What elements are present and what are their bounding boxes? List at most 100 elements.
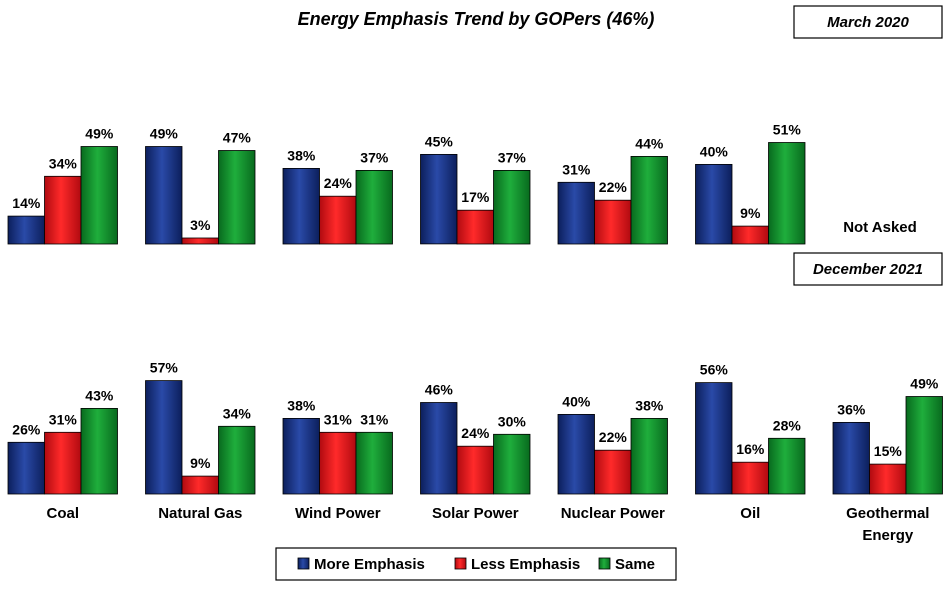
bar-nuclear-power-less-emphasis — [594, 449, 632, 495]
value-label-solar-power-more-emphasis: 45% — [425, 133, 454, 149]
panel-label-text: December 2021 — [813, 261, 923, 278]
category-label-line: Natural Gas — [158, 505, 242, 522]
bar-natural-gas-same — [218, 150, 256, 245]
bar-solar-power-same — [493, 433, 531, 495]
bar-natural-gas-less-emphasis — [181, 237, 219, 245]
value-label-coal-less-emphasis: 31% — [49, 411, 78, 427]
chart-title: Energy Emphasis Trend by GOPers (46%) — [298, 9, 655, 29]
bar-coal-same — [80, 146, 118, 245]
bar-coal-more-emphasis — [7, 215, 45, 245]
value-label-nuclear-power-same: 44% — [635, 135, 664, 151]
bar-wind-power-more-emphasis — [282, 167, 320, 245]
value-label-natural-gas-same: 34% — [223, 405, 252, 421]
bar-nuclear-power-same — [630, 417, 668, 495]
value-label-oil-less-emphasis: 9% — [740, 205, 761, 221]
bar-oil-more-emphasis — [695, 163, 733, 245]
legend-label-less-emphasis: Less Emphasis — [471, 556, 580, 573]
value-label-wind-power-more-emphasis: 38% — [287, 397, 316, 413]
bar-geothermal-energy-same — [905, 396, 943, 495]
value-label-wind-power-same: 37% — [360, 149, 389, 165]
bar-solar-power-more-emphasis — [420, 153, 458, 245]
bar-natural-gas-more-emphasis — [145, 146, 183, 245]
bar-solar-power-same — [493, 169, 531, 245]
category-label-geothermal-energy: Geothermal Energy — [846, 505, 929, 544]
value-label-wind-power-same: 31% — [360, 411, 389, 427]
bar-natural-gas-same — [218, 425, 256, 495]
bar-natural-gas-less-emphasis — [181, 475, 219, 495]
category-labels: Coal Natural Gas Wind Power Solar Power Nucl… — [47, 505, 930, 544]
category-label-nuclear-power: Nuclear Power — [561, 505, 665, 522]
bar-natural-gas-more-emphasis — [145, 380, 183, 495]
legend-label-more-emphasis: More Emphasis — [314, 556, 425, 573]
value-label-solar-power-same: 30% — [498, 413, 527, 429]
value-label-nuclear-power-less-emphasis: 22% — [599, 429, 628, 445]
category-label-natural-gas: Natural Gas — [158, 505, 242, 522]
value-label-natural-gas-more-emphasis: 57% — [150, 360, 179, 376]
category-label-oil: Oil — [740, 505, 760, 522]
value-label-oil-less-emphasis: 16% — [736, 441, 765, 457]
bar-solar-power-more-emphasis — [420, 402, 458, 495]
category-label-line: Wind Power — [295, 505, 381, 522]
value-label-coal-same: 49% — [85, 126, 114, 142]
category-label-line: Coal — [47, 505, 80, 522]
legend-label-same: Same — [615, 556, 655, 573]
bar-nuclear-power-same — [630, 155, 668, 245]
legend-swatch-more-emphasis — [297, 557, 310, 570]
value-label-solar-power-less-emphasis: 24% — [461, 425, 490, 441]
value-label-nuclear-power-more-emphasis: 40% — [562, 393, 591, 409]
bar-oil-same — [768, 437, 806, 495]
bar-coal-more-emphasis — [7, 441, 45, 495]
value-label-oil-more-emphasis: 56% — [700, 362, 729, 378]
category-label-coal: Coal — [47, 505, 80, 522]
bar-wind-power-same — [355, 431, 393, 495]
value-label-natural-gas-less-emphasis: 9% — [190, 455, 211, 471]
value-label-nuclear-power-more-emphasis: 31% — [562, 161, 591, 177]
category-label-wind-power: Wind Power — [295, 505, 381, 522]
bar-oil-same — [768, 142, 806, 245]
value-label-coal-same: 43% — [85, 387, 114, 403]
bar-coal-less-emphasis — [44, 175, 82, 245]
category-label-line: Nuclear Power — [561, 505, 665, 522]
bar-geothermal-energy-less-emphasis — [869, 463, 907, 495]
category-label-line: Energy — [862, 527, 914, 544]
legend-swatch-same — [598, 557, 611, 570]
value-label-natural-gas-more-emphasis: 49% — [150, 126, 179, 142]
category-label-line: Solar Power — [432, 505, 519, 522]
value-label-geothermal-energy-less-emphasis: 15% — [874, 443, 903, 459]
legend-swatch-less-emphasis — [454, 557, 467, 570]
value-label-nuclear-power-same: 38% — [635, 397, 664, 413]
bar-nuclear-power-more-emphasis — [557, 181, 595, 245]
value-label-wind-power-less-emphasis: 24% — [324, 175, 353, 191]
value-label-oil-same: 28% — [773, 417, 802, 433]
panel-march-2020: 14% 49% 38% 45% 31% 40% 34% 3% 24% 17% 22% 9% 49% 47%… — [7, 122, 806, 245]
legend: More Emphasis Less Emphasis Same — [275, 547, 677, 581]
bar-nuclear-power-more-emphasis — [557, 413, 595, 495]
panel-label-december-2021: December 2021 — [793, 252, 943, 286]
bar-geothermal-energy-more-emphasis — [832, 421, 870, 495]
bar-wind-power-less-emphasis — [319, 195, 357, 245]
bar-solar-power-less-emphasis — [456, 209, 494, 245]
value-label-oil-same: 51% — [773, 122, 802, 138]
bars-layer: 14% 49% 38% 45% 31% 40% 34% 3% 24% 17% 22% 9% 49% 47%… — [7, 122, 943, 495]
value-label-coal-less-emphasis: 34% — [49, 155, 78, 171]
value-label-natural-gas-less-emphasis: 3% — [190, 217, 211, 233]
value-label-geothermal-energy-more-emphasis: 36% — [837, 401, 866, 417]
panel-december-2021: 26% 57% 38% 46% 40% 56% 36% 31% 9% 31% 24% 22% 16% 15… — [7, 360, 943, 495]
bar-wind-power-same — [355, 169, 393, 245]
value-label-coal-more-emphasis: 14% — [12, 195, 41, 211]
bar-coal-less-emphasis — [44, 431, 82, 495]
value-label-wind-power-more-emphasis: 38% — [287, 147, 316, 163]
panel-label-march-2020: March 2020 — [793, 5, 943, 39]
category-label-line: Geothermal — [846, 505, 929, 522]
bar-nuclear-power-less-emphasis — [594, 199, 632, 245]
not-asked-note: Not Asked — [843, 219, 917, 236]
category-label-solar-power: Solar Power — [432, 505, 519, 522]
value-label-wind-power-less-emphasis: 31% — [324, 411, 353, 427]
bar-coal-same — [80, 407, 118, 495]
value-label-coal-more-emphasis: 26% — [12, 421, 41, 437]
value-label-oil-more-emphasis: 40% — [700, 143, 729, 159]
panel-label-text: March 2020 — [827, 14, 909, 31]
value-label-natural-gas-same: 47% — [223, 130, 252, 146]
value-label-solar-power-same: 37% — [498, 149, 527, 165]
